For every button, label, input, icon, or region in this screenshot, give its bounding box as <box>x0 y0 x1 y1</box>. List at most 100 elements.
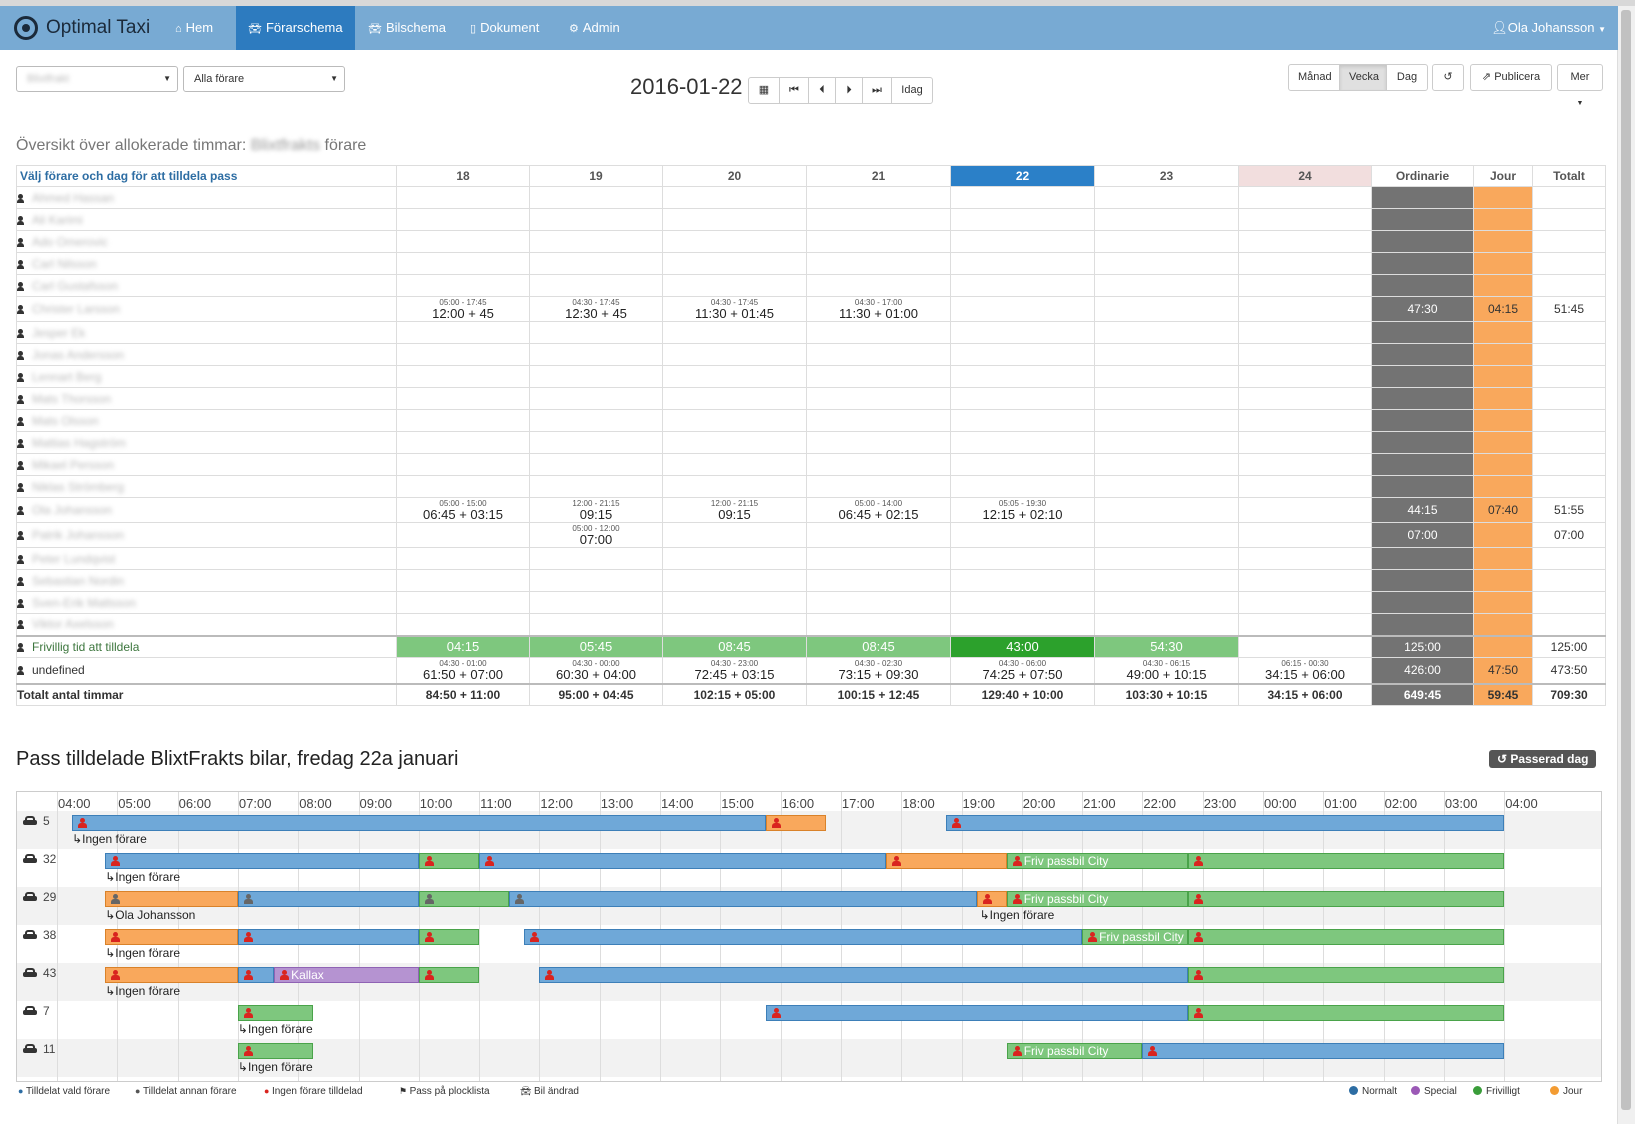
day-cell[interactable] <box>1094 343 1239 366</box>
day-cell[interactable] <box>396 230 530 253</box>
day-cell[interactable] <box>1238 453 1372 476</box>
nav-item-admin[interactable]: ⚙ Admin <box>557 6 632 50</box>
driver-name-cell[interactable]: Sven-Erik Mattsson <box>16 591 397 614</box>
day-cell[interactable] <box>396 321 530 344</box>
day-cell[interactable] <box>806 431 951 454</box>
day-cell[interactable] <box>806 547 951 570</box>
shift-bar[interactable] <box>237 929 419 945</box>
day-cell[interactable] <box>806 230 951 253</box>
nav-item-bilschema[interactable]: 🚘︎ Bilschema <box>356 6 458 50</box>
day-cell[interactable] <box>529 569 663 592</box>
day-cell[interactable] <box>1094 208 1239 231</box>
day-cell[interactable] <box>396 475 530 498</box>
day-cell[interactable] <box>662 365 807 388</box>
day-cell[interactable] <box>1238 365 1372 388</box>
day-cell[interactable] <box>662 208 807 231</box>
shift-bar[interactable] <box>237 967 275 983</box>
shift-bar[interactable] <box>105 891 238 907</box>
shift-bar[interactable] <box>105 929 238 945</box>
shift-bar[interactable] <box>524 929 1083 945</box>
day-cell[interactable] <box>950 409 1095 432</box>
shift-bar[interactable] <box>765 815 826 831</box>
day-cell[interactable] <box>806 591 951 614</box>
day-cell[interactable] <box>529 387 663 410</box>
shift-bar[interactable] <box>418 891 510 907</box>
day-cell[interactable] <box>806 274 951 297</box>
undefined-day-cell[interactable]: 04:30 - 06:00 74:25 + 07:50 <box>950 657 1095 684</box>
day-cell[interactable] <box>806 569 951 592</box>
undefined-day-cell[interactable]: 04:30 - 01:00 61:50 + 07:00 <box>396 657 530 684</box>
day-cell[interactable] <box>1094 453 1239 476</box>
day-cell[interactable] <box>1094 230 1239 253</box>
day-cell[interactable] <box>1238 569 1372 592</box>
calendar-button[interactable]: ▦ <box>748 77 780 104</box>
driver-name-cell[interactable]: Niklas Strömberg <box>16 475 397 498</box>
publish-button[interactable]: ⇗ Publicera <box>1470 64 1552 91</box>
day-cell[interactable] <box>1238 547 1372 570</box>
day-cell[interactable] <box>396 387 530 410</box>
day-cell[interactable] <box>529 230 663 253</box>
page-scrollbar[interactable] <box>1617 6 1635 1124</box>
driver-name-cell[interactable]: Viktor Axelsson <box>16 613 397 636</box>
driver-name-cell[interactable]: Ola Johansson <box>16 497 397 523</box>
day-cell[interactable] <box>662 547 807 570</box>
nav-item-hem[interactable]: ⌂ Hem <box>163 6 225 50</box>
day-cell[interactable] <box>950 252 1095 275</box>
day-header-22[interactable]: 22 <box>950 165 1095 187</box>
driver-name-cell[interactable]: Mattias Hagström <box>16 431 397 454</box>
day-cell[interactable] <box>1094 321 1239 344</box>
day-cell[interactable] <box>662 591 807 614</box>
day-cell[interactable] <box>806 475 951 498</box>
day-cell[interactable] <box>950 387 1095 410</box>
day-cell[interactable] <box>662 613 807 636</box>
driver-name-cell[interactable]: Jonas Andersson <box>16 343 397 366</box>
undefined-day-cell[interactable]: 04:30 - 23:00 72:45 + 03:15 <box>662 657 807 684</box>
shift-bar[interactable] <box>946 815 1505 831</box>
view-month-button[interactable]: Månad <box>1288 64 1340 91</box>
day-cell[interactable] <box>950 274 1095 297</box>
driver-name-cell[interactable]: Lennart Berg <box>16 365 397 388</box>
shift-bar[interactable] <box>539 967 1188 983</box>
day-cell[interactable] <box>529 613 663 636</box>
day-cell[interactable] <box>662 475 807 498</box>
day-cell[interactable] <box>950 365 1095 388</box>
day-cell[interactable] <box>1094 409 1239 432</box>
day-cell[interactable] <box>1094 522 1239 548</box>
day-cell[interactable] <box>396 522 530 548</box>
day-cell[interactable] <box>950 569 1095 592</box>
shift-bar[interactable] <box>418 853 480 869</box>
shift-bar[interactable] <box>1187 1005 1505 1021</box>
day-cell[interactable] <box>1094 569 1239 592</box>
day-cell[interactable] <box>396 591 530 614</box>
day-cell[interactable] <box>529 591 663 614</box>
day-header-24[interactable]: 24 <box>1238 165 1372 187</box>
day-cell[interactable] <box>1094 475 1239 498</box>
view-day-button[interactable]: Dag <box>1386 64 1428 91</box>
day-cell[interactable] <box>662 387 807 410</box>
company-select[interactable]: Blixtfrakt ▼ <box>16 66 178 92</box>
day-cell[interactable] <box>396 569 530 592</box>
shift-bar[interactable]: Friv passbil City <box>1006 1043 1143 1059</box>
driver-name-cell[interactable]: Christer Larsson <box>16 296 397 322</box>
day-cell[interactable] <box>950 613 1095 636</box>
day-cell[interactable] <box>806 252 951 275</box>
driver-name-cell[interactable]: Mats Olsson <box>16 409 397 432</box>
day-cell[interactable] <box>396 453 530 476</box>
day-cell[interactable] <box>950 296 1095 322</box>
day-cell[interactable] <box>529 321 663 344</box>
day-cell[interactable] <box>529 208 663 231</box>
voluntary-day-cell[interactable]: 04:15 <box>396 634 530 658</box>
undefined-day-cell[interactable]: 04:30 - 06:15 49:00 + 10:15 <box>1094 657 1239 684</box>
shift-bar[interactable] <box>479 853 887 869</box>
day-cell[interactable] <box>662 230 807 253</box>
voluntary-day-cell[interactable]: 05:45 <box>529 634 663 658</box>
day-cell[interactable] <box>950 591 1095 614</box>
voluntary-day-cell[interactable]: 08:45 <box>806 634 951 658</box>
day-cell[interactable] <box>662 186 807 209</box>
day-cell[interactable] <box>1238 497 1372 523</box>
day-cell[interactable] <box>806 186 951 209</box>
day-cell[interactable] <box>950 186 1095 209</box>
shift-bar[interactable] <box>72 815 766 831</box>
day-cell[interactable] <box>1094 613 1239 636</box>
day-cell[interactable] <box>1238 475 1372 498</box>
